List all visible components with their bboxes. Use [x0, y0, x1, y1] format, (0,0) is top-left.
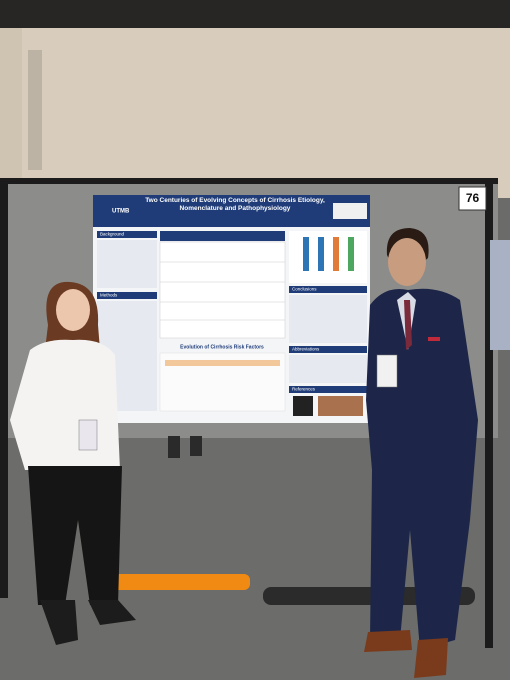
- figure-timeline: [165, 360, 280, 366]
- board-post: [485, 178, 493, 648]
- booth-card: [458, 186, 487, 211]
- board-post: [0, 178, 8, 598]
- ceiling: [0, 0, 510, 28]
- text-block: [97, 240, 157, 288]
- section-bar: [289, 386, 367, 393]
- shoe: [88, 600, 136, 625]
- black-pants: [28, 466, 122, 605]
- figure-title: Evolution of Cirrhosis Risk Factors: [180, 344, 264, 350]
- text-block: [289, 295, 367, 343]
- legs-behind: [190, 436, 202, 456]
- section-title: Background: [100, 232, 125, 237]
- section-bar: [97, 231, 157, 238]
- pocket-square: [428, 337, 440, 341]
- shoe: [364, 630, 412, 652]
- wall-column: [0, 28, 22, 198]
- poster-logo: UTMB: [112, 209, 130, 215]
- shoe: [414, 638, 448, 678]
- badge: [78, 419, 98, 451]
- figure-bar: [303, 237, 309, 271]
- bar-figure: [289, 231, 367, 283]
- table-header: [160, 231, 285, 241]
- text-block: [289, 355, 367, 383]
- section-title: Abbreviations: [292, 347, 320, 352]
- wall: [0, 28, 510, 198]
- wall-pipe: [28, 50, 42, 170]
- table: [159, 241, 286, 339]
- tie: [404, 300, 412, 350]
- section-bar: [289, 286, 367, 293]
- figure-bar: [333, 237, 339, 271]
- building-photo: [318, 396, 363, 416]
- poster-header: [93, 195, 370, 227]
- poster-title-box: Two Centuries of Evolving Concepts of Ci…: [145, 197, 325, 212]
- shoe: [40, 600, 78, 645]
- face: [388, 238, 426, 286]
- face: [56, 289, 90, 331]
- poster-logo-right: [333, 203, 367, 219]
- figure-bar: [318, 237, 324, 271]
- board-frame: [0, 178, 498, 184]
- poster-tube: [110, 574, 250, 590]
- section-title: Conclusions: [292, 287, 317, 292]
- poster-title: Two Centuries of Evolving Concepts of Ci…: [145, 197, 325, 212]
- qr-code: [293, 396, 313, 416]
- section-title: Methods: [100, 293, 118, 298]
- section-title: References: [292, 387, 316, 392]
- badge: [376, 354, 398, 388]
- booth-number: 76: [466, 191, 480, 205]
- legs-behind: [168, 436, 180, 458]
- section-bar: [289, 346, 367, 353]
- section-bar: [97, 292, 157, 299]
- figure-bar: [348, 237, 354, 271]
- next-poster: [490, 240, 510, 350]
